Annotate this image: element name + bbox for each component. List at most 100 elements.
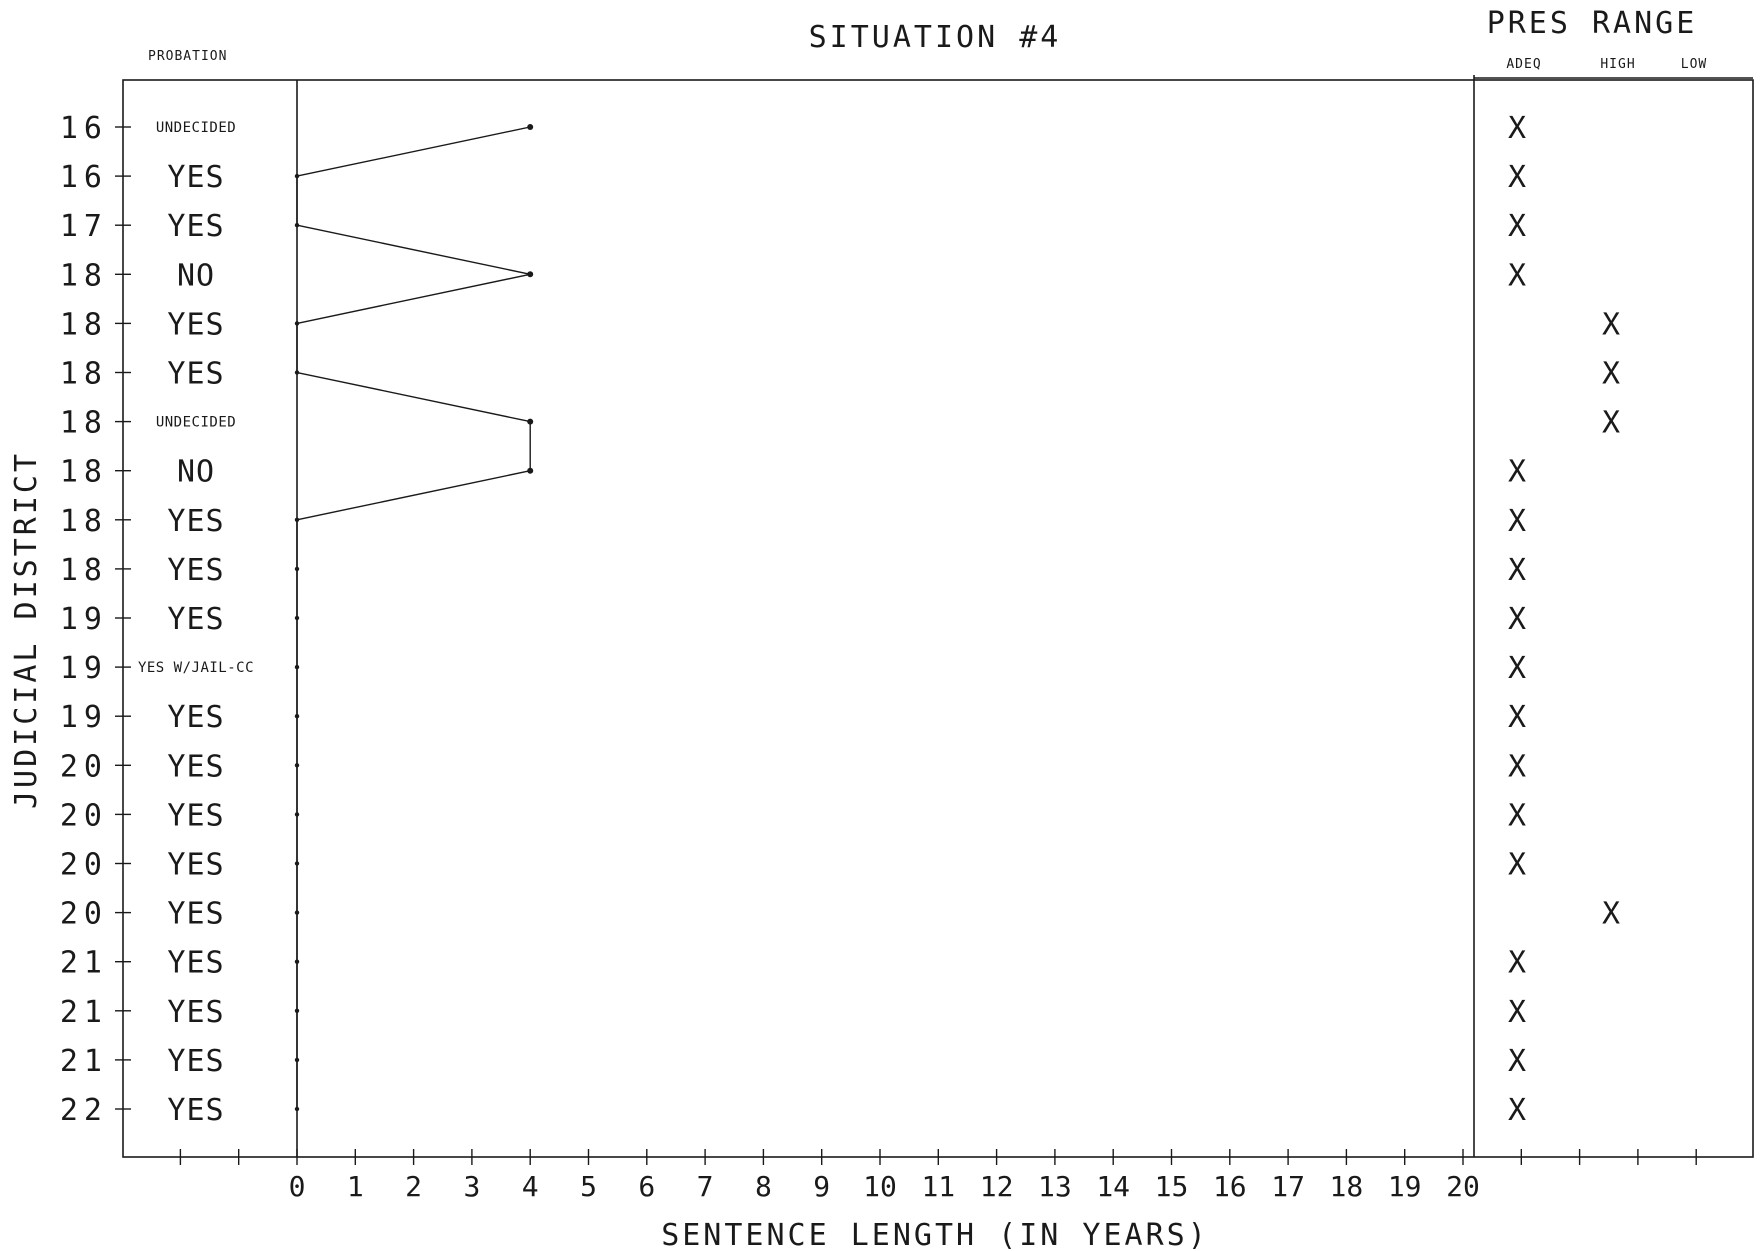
x-tick-label: 14 — [1096, 1170, 1130, 1203]
probation-label: NO — [177, 258, 215, 293]
pres-range-mark: X — [1508, 946, 1526, 981]
probation-label: YES — [167, 357, 224, 392]
sentence-point — [294, 861, 300, 866]
x-tick-label: 4 — [522, 1170, 539, 1203]
x-tick-label: 3 — [463, 1170, 480, 1203]
district-label: 18 — [60, 553, 108, 588]
sentence-point — [294, 959, 300, 964]
x-tick-label: 18 — [1330, 1170, 1364, 1203]
probation-label: UNDECIDED — [156, 120, 236, 136]
x-tick-label: 12 — [980, 1170, 1014, 1203]
pres-range-mark: X — [1508, 848, 1526, 883]
probation-label: YES — [167, 700, 224, 735]
sentence-point — [294, 321, 300, 326]
sentence-point — [294, 1057, 300, 1063]
x-tick-label: 9 — [813, 1170, 830, 1203]
probation-label: UNDECIDED — [156, 415, 236, 431]
series-sentence — [294, 124, 534, 1112]
pres-range-mark: X — [1508, 209, 1526, 244]
sentence-point — [294, 370, 300, 375]
district-label: 17 — [60, 209, 108, 244]
sentence-point — [294, 173, 300, 179]
sentence-point — [294, 1106, 300, 1112]
district-label: 20 — [60, 848, 108, 883]
x-axis-title: SENTENCE LENGTH (IN YEARS) — [661, 1218, 1209, 1251]
chart-title: SITUATION #4 — [809, 20, 1062, 55]
probation-label: YES — [167, 995, 224, 1030]
x-tick-label: 0 — [289, 1170, 306, 1203]
x-tick-label: 6 — [638, 1170, 655, 1203]
probation-label: YES — [167, 307, 224, 342]
district-label: 16 — [60, 160, 108, 195]
x-tick-label: 16 — [1213, 1170, 1247, 1203]
pres-range-col-adeq: ADEQ — [1506, 57, 1541, 72]
sentence-point — [294, 517, 300, 522]
district-label: 18 — [60, 307, 108, 342]
x-tick-label: 13 — [1038, 1170, 1072, 1203]
probation-label: YES — [167, 848, 224, 883]
district-label: 16 — [60, 111, 108, 146]
probation-header: PROBATION — [148, 49, 227, 64]
pres-range-mark: X — [1508, 111, 1526, 146]
sentence-point — [294, 615, 300, 621]
y-axis-title: JUDICIAL DISTRICT — [9, 451, 44, 809]
district-label: 18 — [60, 455, 108, 490]
sentence-point — [294, 910, 300, 915]
district-label: 21 — [60, 946, 108, 981]
pres-range-mark: X — [1508, 504, 1526, 539]
sentence-point — [527, 418, 534, 425]
pres-range-mark: X — [1508, 455, 1526, 490]
district-label: 20 — [60, 749, 108, 784]
sentence-point — [294, 566, 300, 572]
district-label: 19 — [60, 700, 108, 735]
x-tick-label: 2 — [405, 1170, 422, 1203]
x-tick-label: 8 — [755, 1170, 772, 1203]
pres-range-mark: X — [1508, 553, 1526, 588]
pres-range-mark: X — [1508, 1093, 1526, 1128]
probation-label: YES — [167, 504, 224, 539]
pres-range-col-high: HIGH — [1600, 57, 1635, 72]
pres-range-mark: X — [1508, 160, 1526, 195]
district-label: 19 — [60, 602, 108, 637]
pres-range-mark: X — [1508, 258, 1526, 293]
probation-label: YES W/JAIL-CC — [138, 660, 254, 676]
pres-range-mark: X — [1508, 700, 1526, 735]
x-tick-label: 17 — [1271, 1170, 1305, 1203]
pres-range-header: PRES RANGE — [1487, 6, 1698, 41]
x-tick-label: 20 — [1446, 1170, 1480, 1203]
probation-label: YES — [167, 553, 224, 588]
probation-label: YES — [167, 209, 224, 244]
pres-range-mark: X — [1602, 897, 1620, 932]
district-label: 21 — [60, 1044, 108, 1079]
district-label: 18 — [60, 406, 108, 441]
pres-range-mark: X — [1602, 406, 1620, 441]
district-label: 18 — [60, 504, 108, 539]
pres-range-mark: X — [1508, 651, 1526, 686]
x-tick-label: 10 — [863, 1170, 897, 1203]
sentence-point — [294, 1008, 300, 1013]
pres-range-mark: X — [1508, 1044, 1526, 1079]
district-label: 22 — [60, 1093, 108, 1128]
x-tick-label: 5 — [580, 1170, 597, 1203]
pres-range-col-low: LOW — [1681, 57, 1707, 72]
probation-label: NO — [177, 455, 215, 490]
rows-layer: 16 UNDECIDED 16 YES 17 YES 18 NO 18 YES 18 YES 18 UND… — [60, 111, 254, 1128]
district-label: 18 — [60, 357, 108, 392]
district-label: 18 — [60, 258, 108, 293]
district-label: 20 — [60, 798, 108, 833]
x-tick-label: 19 — [1388, 1170, 1422, 1203]
sentence-point — [527, 124, 534, 130]
district-label: 20 — [60, 897, 108, 932]
probation-label: YES — [167, 749, 224, 784]
pres-range-mark: X — [1602, 307, 1620, 342]
x-tick-label: 11 — [921, 1170, 955, 1203]
pres-range-mark: X — [1508, 602, 1526, 637]
probation-label: YES — [167, 1093, 224, 1128]
pres-range-mark: X — [1602, 357, 1620, 392]
x-tick-label: 1 — [347, 1170, 364, 1203]
sentence-point — [294, 812, 300, 817]
pres-range-mark: X — [1508, 798, 1526, 833]
